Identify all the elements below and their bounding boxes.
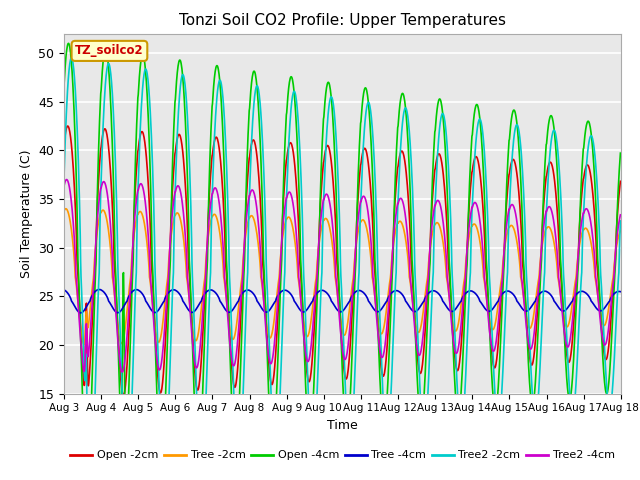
Y-axis label: Soil Temperature (C): Soil Temperature (C)	[20, 149, 33, 278]
Text: TZ_soilco2: TZ_soilco2	[75, 44, 144, 58]
Title: Tonzi Soil CO2 Profile: Upper Temperatures: Tonzi Soil CO2 Profile: Upper Temperatur…	[179, 13, 506, 28]
Legend: Open -2cm, Tree -2cm, Open -4cm, Tree -4cm, Tree2 -2cm, Tree2 -4cm: Open -2cm, Tree -2cm, Open -4cm, Tree -4…	[66, 446, 619, 465]
X-axis label: Time: Time	[327, 419, 358, 432]
